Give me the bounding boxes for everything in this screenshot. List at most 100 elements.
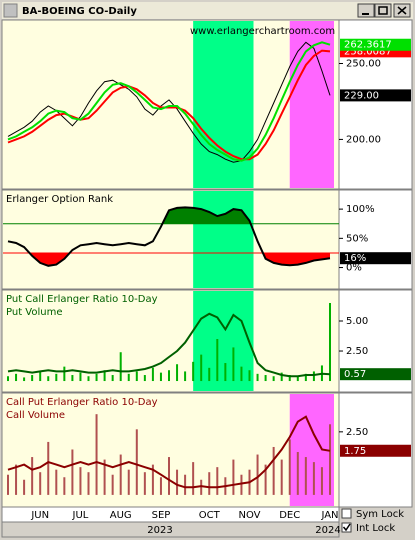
volume-bar [63,366,66,382]
volume-bar [329,424,331,495]
volume-bar [47,441,50,495]
volume-bar [7,474,9,495]
x-tick-label: JAN [320,510,338,521]
x-tick-label: SEP [152,510,171,521]
volume-bar [168,370,170,382]
volume-bar [272,446,275,495]
volume-bar [151,367,154,382]
panel-title: Put Call Erlanger Ratio 10-Day [6,294,158,305]
volume-bar [135,429,138,495]
volume-bar [71,375,74,382]
volume-bar [103,370,106,382]
panel-subtitle: Call Volume [6,410,65,421]
volume-bar [168,457,170,495]
highlight-band [289,21,334,188]
volume-bar [15,373,18,382]
volume-bar [15,464,18,495]
last-value-box [340,368,411,381]
checkbox-label: Int Lock [356,523,395,534]
volume-bar [296,452,299,495]
last-value-box [340,252,411,265]
y-tick-label: 2.50 [346,427,368,438]
year-label: 2024 [315,525,340,536]
x-tick-label: JUL [72,510,89,521]
last-value-label: 0.57 [344,369,366,380]
x-tick-label: AUG [110,510,132,521]
volume-bar [87,472,90,495]
volume-bar [240,474,243,495]
highlight-band [193,291,254,391]
sym-lock-checkbox[interactable] [341,508,352,519]
window-buttons [357,3,411,18]
volume-bar [208,472,211,495]
highlight-band [193,191,254,288]
volume-bar [176,469,179,495]
volume-bar [288,439,291,495]
upper-fill [162,207,251,224]
volume-bar [280,372,283,382]
series-line [7,49,331,161]
x-tick-label: NOV [238,510,260,521]
volume-bar [248,370,251,382]
int-lock-checkbox[interactable] [341,522,352,533]
volume-bar [55,373,58,382]
last-value-label: 258.0087 [344,46,392,57]
volume-bar [192,361,195,382]
y-tick-label: 2.50 [346,346,368,357]
x-tick-label: OCT [199,510,221,521]
series-line [7,41,331,163]
panel-background [1,189,340,290]
window-title: BA-BOEING CO-Daily [22,6,137,17]
volume-bar [264,464,267,495]
series-line [7,206,331,267]
y-tick-label: 100% [346,204,375,215]
volume-bar [23,377,26,382]
last-value-label: 16% [344,253,366,264]
volume-bar [127,373,130,382]
y-tick-label: 200.00 [346,134,381,145]
volume-bar [320,467,323,495]
volume-bar [7,376,9,382]
volume-bar [208,367,211,382]
checkbox-label: Sym Lock [356,509,404,520]
volume-bar [200,354,203,382]
volume-bar [39,371,42,382]
volume-bar [232,347,235,382]
series-line [7,415,331,489]
volume-bar [216,467,219,495]
volume-bar [280,459,283,495]
volume-bar [304,457,307,495]
volume-bar [103,459,106,495]
y-tick-label: 250.00 [346,59,381,70]
volume-bar [143,472,146,495]
panel: Erlanger Option Rank [3,191,339,288]
maximize-button[interactable] [374,3,392,18]
volume-bar [296,376,299,382]
volume-bar [184,371,187,382]
volume-bar [232,459,235,495]
last-value-box [340,89,411,102]
y-tick-label: 50% [346,233,368,244]
volume-bar [184,474,187,495]
volume-bar [312,462,315,495]
volume-bar [272,376,275,382]
volume-bar [119,352,122,382]
volume-bar [119,454,122,495]
volume-bar [63,477,66,495]
volume-bar [79,467,82,495]
volume-bar [23,479,26,495]
checkmark [342,523,351,532]
year-axis [1,521,340,538]
volume-bar [87,376,90,382]
series-line [7,312,331,378]
panel-title: Call Put Erlanger Ratio 10-Day [6,397,158,408]
volume-bar [256,373,259,382]
volume-bar [95,414,98,495]
x-tick-label: JUN [30,510,49,521]
axis-background [338,189,413,290]
volume-bar [111,375,114,382]
y-tick-label: 0% [346,263,362,274]
minimize-button[interactable] [357,3,375,18]
last-value-label: 1.75 [344,446,366,457]
